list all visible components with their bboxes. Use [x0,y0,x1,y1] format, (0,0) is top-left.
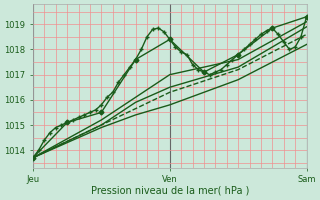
X-axis label: Pression niveau de la mer( hPa ): Pression niveau de la mer( hPa ) [91,186,249,196]
